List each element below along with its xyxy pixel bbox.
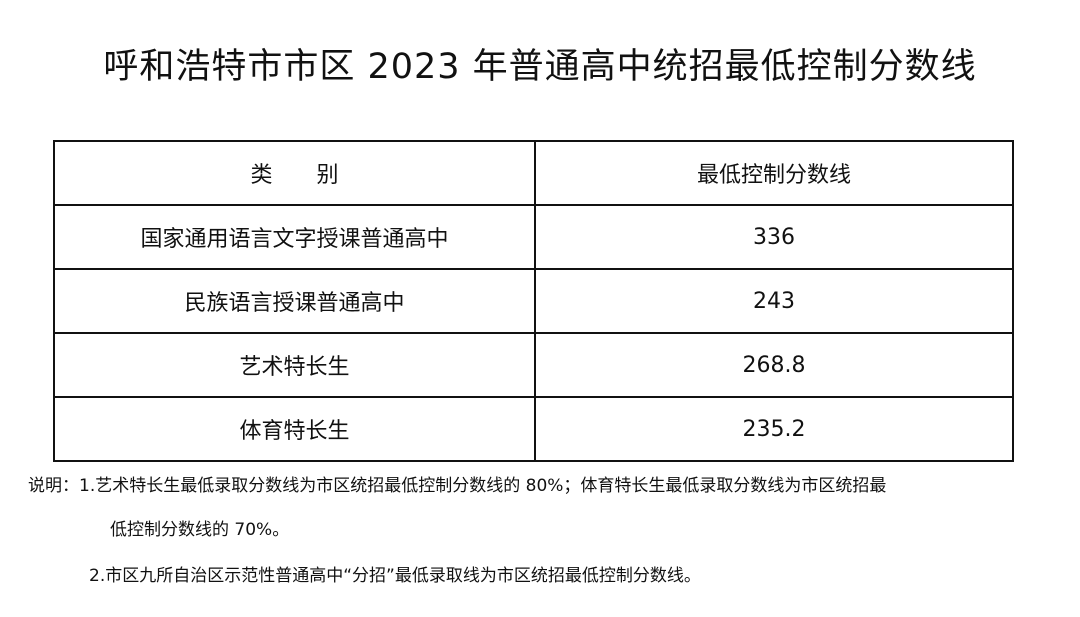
page-title: 呼和浩特市市区 2023 年普通高中统招最低控制分数线 xyxy=(103,47,977,87)
score-table: 类 别 最低控制分数线 国家通用语言文字授课普通高中 336 民族语言授课普通高… xyxy=(53,140,1014,462)
row-score: 235.2 xyxy=(534,396,1014,462)
note-1-continued: 低控制分数线的 70%。 xyxy=(110,520,290,540)
row-category: 民族语言授课普通高中 xyxy=(53,268,536,334)
table-row: 艺术特长生 268.8 xyxy=(53,332,1014,398)
table-row: 民族语言授课普通高中 243 xyxy=(53,268,1014,334)
row-category: 艺术特长生 xyxy=(53,332,536,398)
row-category: 国家通用语言文字授课普通高中 xyxy=(53,204,536,270)
table-row: 国家通用语言文字授课普通高中 336 xyxy=(53,204,1014,270)
row-score: 336 xyxy=(534,204,1014,270)
row-score: 268.8 xyxy=(534,332,1014,398)
row-category: 体育特长生 xyxy=(53,396,536,462)
header-category: 类 别 xyxy=(53,140,536,206)
header-score: 最低控制分数线 xyxy=(534,140,1014,206)
note-2: 2.市区九所自治区示范性普通高中“分招”最低录取线为市区统招最低控制分数线。 xyxy=(89,566,701,586)
note-1: 说明：1.艺术特长生最低录取分数线为市区统招最低控制分数线的 80%；体育特长生… xyxy=(28,476,887,496)
table-row: 体育特长生 235.2 xyxy=(53,396,1014,462)
table-header-row: 类 别 最低控制分数线 xyxy=(53,140,1014,206)
row-score: 243 xyxy=(534,268,1014,334)
